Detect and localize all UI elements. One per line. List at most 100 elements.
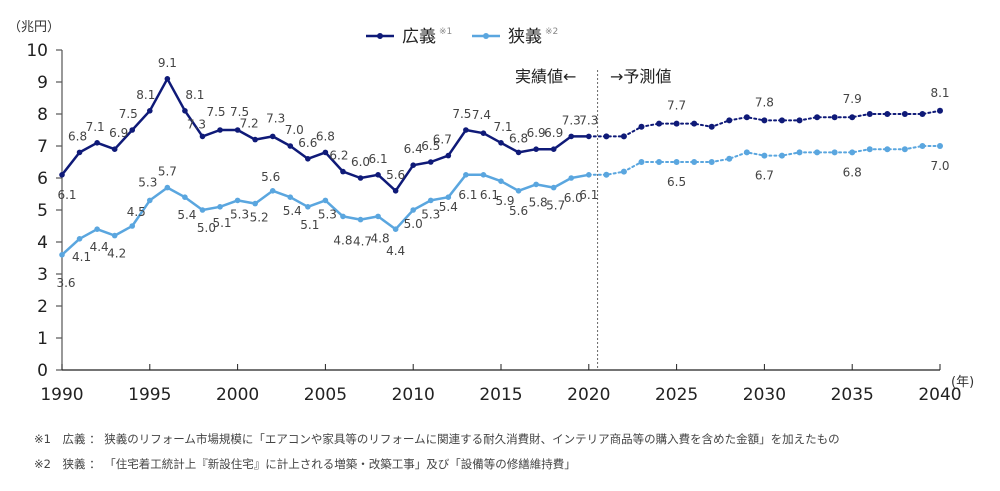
y-tick-label: 3 — [37, 265, 48, 285]
narrow-data-label: 5.9 — [495, 194, 514, 208]
y-tick-label: 2 — [37, 297, 48, 317]
broad-actual-point — [322, 149, 329, 156]
broad-actual-point — [111, 146, 118, 152]
broad-actual-point — [199, 133, 206, 140]
narrow-actual-point — [357, 216, 364, 223]
x-tick-label: 2005 — [304, 385, 347, 405]
narrow-forecast-point — [849, 149, 856, 156]
broad-forecast-point — [656, 120, 663, 127]
narrow-data-label: 6.0 — [564, 191, 583, 205]
narrow-data-label: 5.8 — [529, 195, 548, 209]
broad-data-label: 6.8 — [316, 129, 335, 143]
narrow-actual-point — [217, 204, 223, 210]
narrow-actual-point — [340, 213, 346, 220]
broad-actual-point — [586, 133, 592, 140]
broad-actual-point — [234, 127, 241, 133]
broad-data-label: 7.1 — [493, 120, 512, 134]
legend: 広義 ※1 狭義 ※2 — [366, 27, 558, 47]
narrow-actual-point — [498, 178, 504, 184]
broad-forecast-point — [691, 120, 698, 127]
narrow-data-label: 6.1 — [458, 188, 477, 202]
broad-actual-point — [129, 127, 136, 133]
narrow-forecast-label: 6.8 — [843, 165, 862, 179]
narrow-data-label: 5.6 — [509, 204, 528, 218]
plot-marks: 6.16.87.1 6.97.58.19.18.17.37.5 7.57.2 7.37… — [56, 56, 949, 290]
x-tick-label: 2025 — [655, 385, 698, 405]
broad-data-label: 6.8 — [68, 129, 87, 143]
x-tick-label: 1990 — [40, 385, 83, 405]
narrow-data-label: 4.5 — [127, 205, 146, 219]
legend-note-narrow: ※2 — [545, 27, 558, 37]
broad-data-label: 6.6 — [298, 136, 317, 150]
narrow-data-label: 4.7 — [353, 235, 372, 249]
broad-data-label: 7.3 — [187, 117, 206, 131]
y-tick-label: 6 — [37, 169, 48, 189]
broad-forecast-point — [726, 117, 733, 124]
broad-forecast-label: 7.9 — [843, 92, 862, 106]
broad-data-label: 6.8 — [509, 131, 528, 145]
y-tick-label: 10 — [26, 41, 48, 61]
narrow-actual-point — [427, 197, 434, 204]
broad-actual-point — [375, 172, 381, 178]
legend-marker-narrow — [483, 33, 489, 39]
broad-forecast-point — [761, 117, 768, 124]
narrow-data-label: 5.7 — [546, 199, 565, 213]
broad-data-label: 6.9 — [109, 126, 128, 140]
broad-forecast-point — [919, 111, 926, 117]
narrow-data-label: 4.4 — [386, 244, 405, 258]
broad-data-label: 6.0 — [351, 155, 370, 169]
narrow-forecast-point — [743, 149, 750, 156]
narrow-data-label: 4.8 — [371, 231, 390, 245]
broad-actual-point — [410, 162, 417, 168]
narrow-forecast-point — [796, 149, 803, 156]
broad-actual-point — [217, 127, 223, 133]
broad-actual-point — [252, 136, 258, 143]
broad-actual-point — [94, 140, 100, 146]
narrow-data-label: 5.0 — [404, 217, 423, 231]
narrow-actual-point — [392, 226, 399, 232]
broad-actual-point — [340, 168, 346, 175]
narrow-data-label: 4.4 — [90, 240, 109, 254]
narrow-actual-point — [129, 223, 136, 229]
broad-actual-point — [568, 133, 575, 140]
broad-data-label: 8.1 — [185, 88, 204, 102]
x-tick-label: 2015 — [479, 385, 522, 405]
narrow-actual-point — [111, 232, 118, 239]
narrow-actual-point — [234, 197, 241, 204]
narrow-actual-point — [480, 172, 487, 178]
narrow-actual-point — [199, 207, 206, 213]
axes: 0 1 2 3 4 5 6 7 8 9 10 1990 1995 2000 2005 2010 2015 2020… — [26, 41, 961, 405]
broad-forecast-point — [743, 114, 750, 121]
narrow-actual-point — [147, 197, 153, 204]
broad-forecast-point — [603, 133, 610, 140]
broad-data-label: 6.5 — [421, 139, 440, 153]
narrow-data-label: 5.7 — [158, 165, 177, 179]
narrow-data-label: 5.1 — [212, 216, 231, 230]
broad-data-label: 6.9 — [544, 126, 563, 140]
y-tick-label: 4 — [37, 233, 48, 253]
narrow-actual-point — [550, 184, 557, 191]
narrow-data-label: 4.8 — [333, 233, 352, 247]
narrow-actual-point — [269, 188, 276, 194]
y-tick-label: 8 — [37, 105, 48, 125]
broad-actual-point — [515, 149, 522, 156]
narrow-actual-point — [182, 194, 188, 200]
x-axis-unit-label: (年) — [951, 375, 974, 390]
broad-actual-point — [357, 175, 364, 181]
broad-data-label: 6.9 — [527, 126, 546, 140]
broad-actual-point — [498, 140, 504, 146]
narrow-forecast-point — [656, 159, 663, 165]
broad-actual-point — [533, 146, 539, 152]
legend-label-broad: 広義 — [402, 27, 436, 47]
broad-actual-point — [164, 76, 171, 82]
narrow-forecast-point — [691, 159, 698, 165]
x-tick-label: 2030 — [743, 385, 786, 405]
narrow-forecast-point — [831, 149, 838, 156]
broad-data-label: 8.1 — [136, 88, 155, 102]
narrow-actual-point — [59, 252, 65, 258]
y-tick-label: 0 — [37, 361, 48, 381]
narrow-actual-point — [322, 197, 329, 204]
y-tick-label: 5 — [37, 201, 48, 221]
broad-forecast-label: 8.1 — [930, 86, 949, 100]
